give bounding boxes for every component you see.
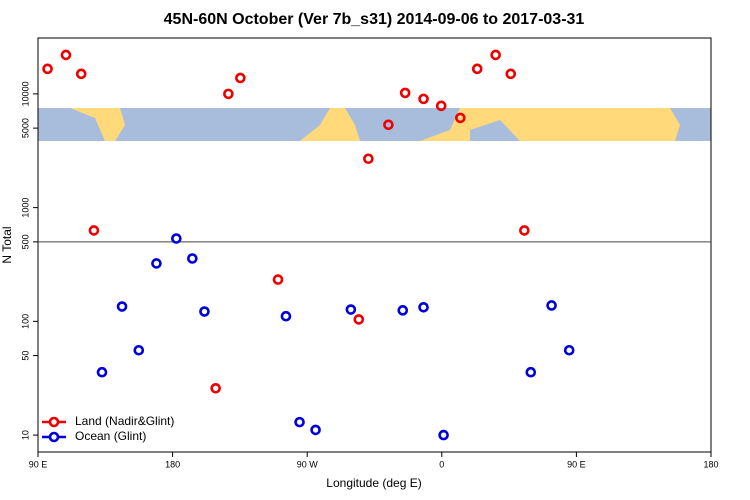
map-ocean (470, 120, 520, 141)
legend-marker (48, 416, 60, 428)
point (310, 424, 321, 436)
point (223, 88, 234, 100)
point (345, 304, 357, 315)
point (272, 274, 284, 285)
world-map-band (38, 108, 711, 141)
point (399, 87, 411, 99)
point (418, 301, 429, 313)
legend-marker (48, 431, 60, 443)
x-tick-label: 180 (165, 459, 180, 469)
y-tick-label: 1000 (20, 198, 30, 218)
point (383, 119, 394, 131)
point (42, 63, 53, 75)
point (525, 366, 537, 378)
point (151, 258, 162, 269)
point (471, 63, 483, 75)
point (563, 344, 575, 356)
point (280, 310, 292, 322)
point (397, 305, 409, 316)
y-tick-label: 100 (20, 314, 30, 329)
map-ocean (38, 108, 105, 141)
point (505, 68, 517, 80)
map-ocean (115, 108, 330, 141)
point (546, 300, 557, 311)
point (210, 382, 221, 394)
y-axis-label: N Total (0, 226, 14, 263)
legend-text: Land (Nadir&Glint) (75, 414, 174, 428)
point (490, 49, 501, 61)
legend-text: Ocean (Glint) (75, 429, 146, 443)
x-tick-label: 90 E (29, 459, 48, 469)
map-ocean (345, 108, 460, 141)
point (235, 72, 246, 84)
point (199, 306, 210, 317)
point (438, 429, 449, 441)
x-tick-label: 180 (703, 459, 718, 469)
chart-title: 45N-60N October (Ver 7b_s31) 2014-09-06 … (164, 11, 585, 28)
x-tick-label: 90 W (297, 459, 319, 469)
point (116, 301, 128, 312)
y-tick-label: 10 (20, 430, 30, 440)
y-tick-label: 10000 (20, 81, 30, 106)
plot-frame (37, 37, 712, 453)
point (133, 344, 145, 356)
point (88, 225, 100, 236)
point (294, 416, 305, 428)
y-tick-label: 5000 (20, 118, 30, 138)
point (171, 233, 182, 244)
point (418, 93, 429, 105)
point (455, 112, 466, 124)
point (363, 153, 374, 165)
y-tick-label: 50 (20, 351, 30, 361)
x-axis-label: Longitude (deg E) (326, 476, 421, 490)
point (60, 49, 72, 61)
point (96, 366, 108, 378)
x-tick-label: 0 (439, 459, 444, 469)
point (187, 253, 198, 264)
point (75, 68, 87, 80)
point (435, 100, 447, 112)
x-tick-label: 90 E (567, 459, 586, 469)
y-tick-label: 500 (20, 234, 30, 249)
map-ocean (670, 108, 711, 141)
point (519, 225, 530, 236)
point (353, 314, 365, 325)
